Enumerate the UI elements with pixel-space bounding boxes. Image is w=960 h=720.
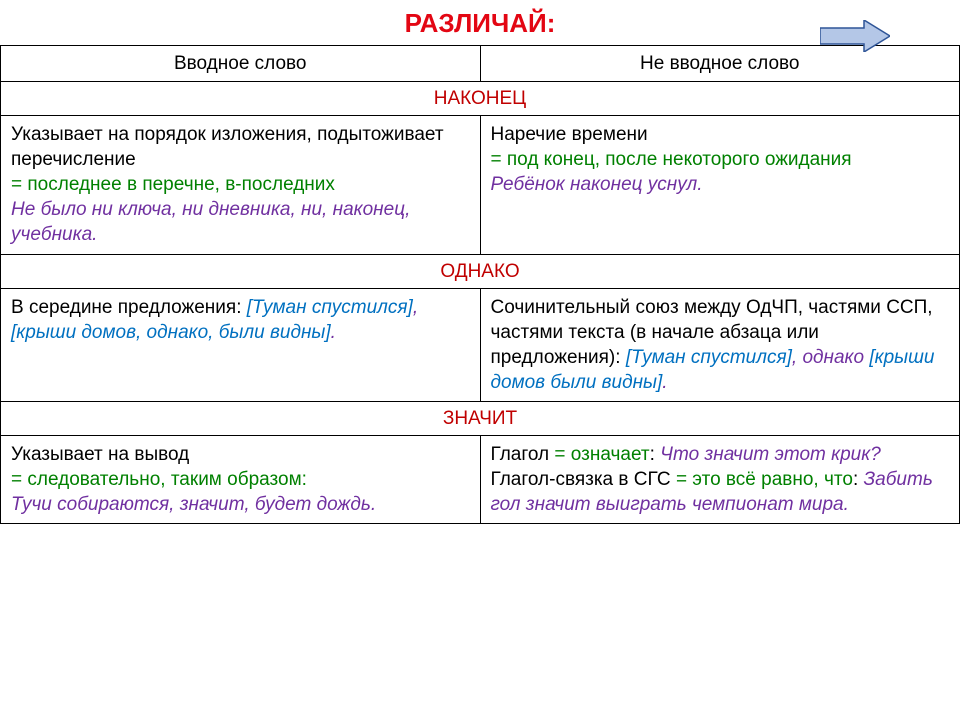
text: = это всё равно, что (676, 469, 853, 490)
text: , однако (792, 347, 869, 368)
col-header-left: Вводное слово (1, 46, 481, 82)
text: : (853, 469, 864, 490)
text: В середине предложения: (11, 297, 247, 318)
example: Тучи собираются, значит, будет дождь. (11, 494, 376, 515)
odnako-left: В середине предложения: [Туман спустился… (1, 288, 481, 401)
example: Ребёнок наконец уснул. (491, 174, 703, 195)
example: [Туман спустился] (247, 297, 413, 318)
text: = последнее в перечне, в-последних (11, 174, 335, 195)
section-odnako: ОДНАКО (1, 254, 960, 288)
text: = следовательно, таким образом: (11, 469, 307, 490)
example: Что значит этот крик? (660, 444, 881, 465)
text: = означает (554, 444, 649, 465)
section-nakonets: НАКОНЕЦ (1, 82, 960, 116)
text: Глагол (491, 444, 555, 465)
text: . (662, 372, 667, 393)
text: = под конец, после некоторого ожидания (491, 149, 852, 170)
example: [Туман спустился] (626, 347, 792, 368)
text: , (413, 297, 418, 318)
odnako-right: Сочинительный союз между ОдЧП, частями С… (480, 288, 960, 401)
text: Указывает на вывод (11, 444, 189, 465)
example: Не было ни ключа, ни дневника, ни, након… (11, 199, 410, 245)
page-title: РАЗЛИЧАЙ: (0, 0, 960, 45)
nakonets-left: Указывает на порядок изложения, подытожи… (1, 116, 481, 254)
nakonets-right: Наречие времени = под конец, после некот… (480, 116, 960, 254)
text: Глагол-связка в СГС (491, 469, 676, 490)
example: [крыши домов, однако, были видны] (11, 322, 331, 343)
text: . (331, 322, 336, 343)
text: Наречие времени (491, 124, 648, 145)
text: : (650, 444, 661, 465)
znachit-left: Указывает на вывод = следовательно, таки… (1, 436, 481, 524)
comparison-table: Вводное слово Не вводное слово НАКОНЕЦ У… (0, 45, 960, 524)
arrow-icon (820, 20, 890, 57)
section-znachit: ЗНАЧИТ (1, 401, 960, 435)
znachit-right: Глагол = означает: Что значит этот крик?… (480, 436, 960, 524)
text: Указывает на порядок изложения, подытожи… (11, 124, 444, 170)
